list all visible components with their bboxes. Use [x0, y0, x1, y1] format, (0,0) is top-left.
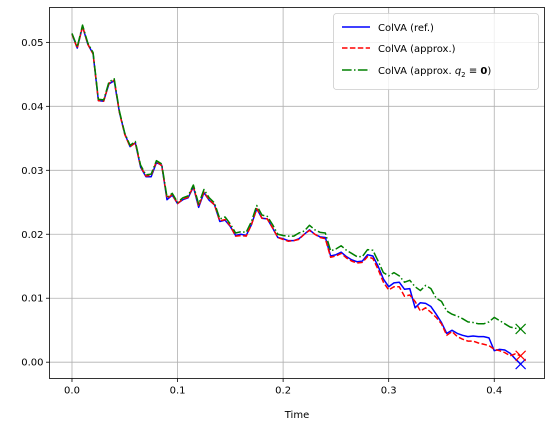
end-markers: [515, 323, 527, 370]
y-tick-label: 0.01: [21, 294, 43, 305]
legend-label-approx-q2-prefix: ColVA (approx.: [378, 66, 455, 77]
y-tick-label: 0.00: [21, 358, 43, 369]
plot-frame: [49, 7, 545, 379]
x-tick-label: 0.1: [170, 386, 186, 397]
y-tick-label: 0.03: [21, 166, 43, 177]
legend-label-q-subscript: 2: [461, 71, 465, 79]
x-tick-label: 0.3: [381, 386, 397, 397]
legend-label-approx: ColVA (approx.): [378, 44, 456, 55]
end-marker-2: [515, 323, 527, 335]
y-tick-label: 0.04: [21, 102, 43, 113]
y-tick-label: 0.05: [21, 38, 43, 49]
legend-label-equiv: ≡: [466, 66, 481, 77]
legend-label-q-symbol: q: [455, 66, 461, 77]
x-axis-label: Time: [284, 410, 309, 421]
y-tick-label: 0.02: [21, 230, 43, 241]
x-tick-label: 0.0: [64, 386, 80, 397]
series-lines: [71, 24, 522, 365]
axis-ticks: 0.0 0.1 0.2 0.3 0.4 0.00 0.01 0.02 0.03 0.04 0.05: [21, 38, 502, 397]
legend-label-approx-q2: ColVA (approx. q2 ≡ 0): [378, 66, 491, 79]
legend-box: [333, 13, 539, 90]
series-line-2: [71, 24, 521, 330]
x-tick-label: 0.2: [275, 386, 291, 397]
end-marker-0: [515, 358, 527, 370]
series-line-1: [71, 25, 521, 357]
legend-label-zero-vector: 0: [480, 66, 487, 77]
end-marker-1: [515, 350, 527, 362]
legend-label-suffix: ): [487, 66, 491, 77]
legend: ColVA (ref.) ColVA (approx.) ColVA (appr…: [333, 13, 539, 90]
x-tick-label: 0.4: [486, 386, 502, 397]
legend-label-ref: ColVA (ref.): [378, 23, 434, 34]
